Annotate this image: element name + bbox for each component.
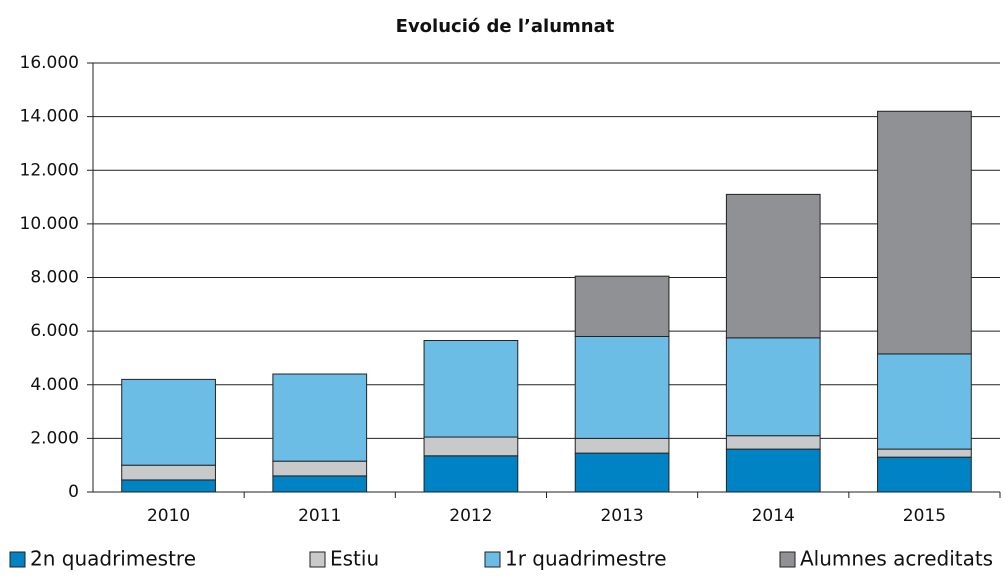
legend-swatch [484,551,501,568]
y-tick-label: 8.000 [30,268,79,288]
chart-title: Evolució de l’alumnat [396,16,615,37]
legend-swatch [9,551,26,568]
bar-segment [272,460,368,477]
bar-segment [272,373,368,462]
y-tick-label: 12.000 [20,160,79,180]
x-tick-label: 2013 [600,506,643,526]
y-tick-label: 6.000 [30,321,79,341]
x-tick-label: 2012 [449,506,492,526]
bar-segment [121,464,216,481]
bar-segment [423,436,519,457]
x-tick-label: 2010 [147,506,190,526]
y-tick-label: 0 [68,482,79,502]
x-tick-label: 2015 [903,506,946,526]
legend-label: 2n quadrimestre [30,547,196,571]
x-tick-label: 2014 [752,506,795,526]
bar-segment [725,448,821,493]
bar-segment [725,435,821,450]
legend-label: 1r quadrimestre [505,547,667,571]
bar-segment [574,452,670,493]
bar-segment [725,337,821,437]
bar-segment [877,456,972,493]
legend-swatch [309,551,326,568]
bar-segment [121,479,216,493]
bar-segment [574,437,670,454]
y-tick-label: 14.000 [20,107,79,127]
y-tick-label: 16.000 [20,53,79,73]
bar-segment [725,193,821,339]
bar-segment [423,340,519,438]
legend-label: Alumnes acreditats [800,547,993,571]
x-tick-label: 2011 [298,506,341,526]
bar-segment [574,335,670,439]
bar-segment [877,448,972,458]
legend-label: Estiu [330,547,379,571]
y-tick-label: 4.000 [30,375,79,395]
bar-segment [877,353,972,450]
bar-segment [574,275,670,337]
bar-segment [272,475,368,493]
bar-segment [877,110,972,355]
bar-segment [121,378,216,466]
y-tick-label: 2.000 [30,428,79,448]
legend-swatch [779,551,796,568]
bar-segment [423,455,519,493]
y-tick-label: 10.000 [20,214,79,234]
